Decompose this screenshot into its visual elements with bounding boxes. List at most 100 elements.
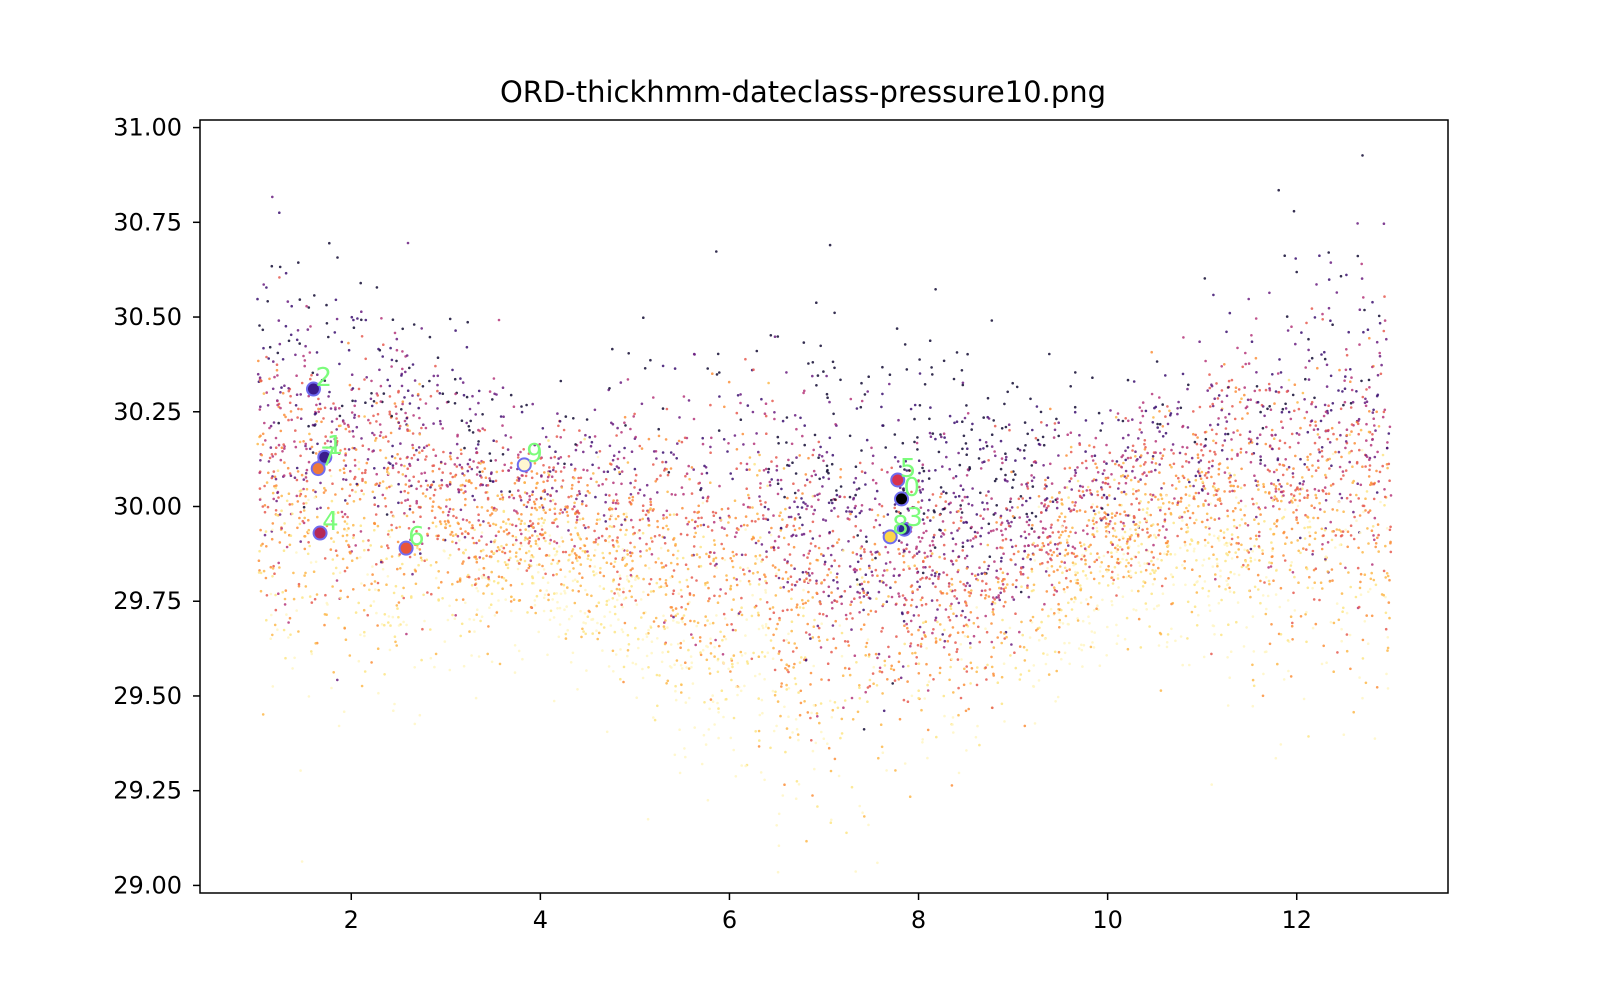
scatter-point	[615, 465, 619, 468]
scatter-point	[363, 415, 366, 418]
scatter-point	[485, 584, 489, 588]
scatter-point	[1226, 656, 1229, 659]
scatter-point	[263, 510, 267, 514]
scatter-point	[1341, 470, 1345, 473]
scatter-point	[787, 670, 790, 674]
scatter-point	[1098, 664, 1102, 667]
scatter-point	[781, 794, 785, 797]
scatter-point	[502, 415, 505, 419]
scatter-point	[274, 593, 277, 597]
scatter-point	[298, 516, 301, 520]
scatter-point	[1215, 557, 1219, 561]
scatter-point	[1209, 502, 1212, 505]
scatter-point	[932, 509, 936, 512]
scatter-point	[524, 528, 527, 531]
scatter-point	[281, 590, 285, 594]
scatter-point	[928, 673, 932, 677]
scatter-point	[827, 568, 831, 571]
scatter-point	[1127, 433, 1130, 437]
scatter-point	[377, 588, 381, 592]
scatter-point	[258, 408, 262, 411]
scatter-point	[1215, 432, 1218, 436]
scatter-point	[1198, 340, 1201, 344]
scatter-point	[492, 522, 495, 526]
scatter-point	[778, 514, 781, 518]
scatter-point	[1199, 443, 1203, 446]
scatter-point	[662, 517, 665, 520]
scatter-point	[384, 456, 388, 460]
scatter-point	[961, 631, 965, 634]
scatter-point	[752, 442, 756, 446]
scatter-point	[642, 590, 645, 594]
scatter-point	[1021, 497, 1024, 500]
scatter-point	[623, 421, 626, 425]
scatter-point	[819, 702, 823, 705]
scatter-point	[634, 626, 637, 630]
scatter-point	[1245, 565, 1248, 569]
scatter-point	[1275, 468, 1278, 472]
scatter-point	[1310, 504, 1313, 508]
scatter-point	[1383, 319, 1387, 322]
scatter-point	[516, 559, 519, 563]
scatter-point	[927, 509, 930, 512]
scatter-point	[1222, 536, 1226, 540]
scatter-point	[718, 594, 721, 598]
scatter-point	[1204, 544, 1207, 547]
scatter-point	[811, 596, 814, 599]
scatter-point	[271, 633, 274, 637]
scatter-point	[1214, 453, 1217, 456]
scatter-point	[1075, 510, 1079, 513]
scatter-point	[459, 634, 463, 638]
scatter-point	[926, 555, 929, 558]
scatter-point	[384, 505, 388, 508]
scatter-point	[1197, 491, 1201, 495]
scatter-point	[945, 592, 949, 595]
scatter-point	[1375, 491, 1379, 494]
scatter-point	[695, 579, 698, 582]
scatter-point	[894, 580, 897, 584]
scatter-point	[1226, 432, 1230, 436]
scatter-point	[1159, 494, 1163, 497]
scatter-point	[1173, 497, 1176, 500]
scatter-point	[982, 517, 985, 520]
scatter-point	[776, 700, 780, 703]
scatter-point	[619, 528, 622, 532]
scatter-point	[448, 553, 452, 557]
scatter-point	[830, 650, 833, 654]
scatter-point	[275, 499, 278, 503]
scatter-point	[1335, 509, 1339, 512]
scatter-point	[1060, 657, 1063, 661]
scatter-point	[579, 476, 583, 480]
scatter-point	[1030, 567, 1034, 571]
scatter-point	[1387, 462, 1391, 466]
scatter-point	[1077, 489, 1081, 493]
scatter-point	[674, 493, 677, 497]
scatter-point	[258, 569, 261, 572]
scatter-point	[787, 641, 791, 645]
scatter-point	[867, 375, 870, 379]
scatter-point	[531, 534, 534, 537]
scatter-point	[883, 664, 887, 667]
scatter-point	[845, 617, 848, 621]
scatter-point	[362, 492, 366, 496]
scatter-point	[1226, 457, 1229, 461]
scatter-point	[772, 646, 775, 650]
scatter-point	[713, 723, 716, 726]
scatter-point	[1082, 643, 1086, 647]
scatter-point	[1094, 478, 1098, 482]
scatter-point	[657, 557, 660, 560]
scatter-point	[1169, 513, 1173, 516]
scatter-point	[1335, 602, 1339, 605]
scatter-point	[1251, 497, 1254, 501]
scatter-point	[804, 631, 808, 634]
scatter-point	[453, 475, 457, 478]
scatter-point	[397, 470, 400, 474]
scatter-point	[1361, 465, 1364, 469]
scatter-point	[1297, 581, 1300, 584]
scatter-point	[387, 472, 391, 475]
scatter-point	[535, 508, 539, 512]
scatter-point	[759, 536, 762, 539]
scatter-point	[1154, 495, 1157, 499]
scatter-point	[641, 531, 645, 535]
scatter-point	[758, 578, 761, 581]
